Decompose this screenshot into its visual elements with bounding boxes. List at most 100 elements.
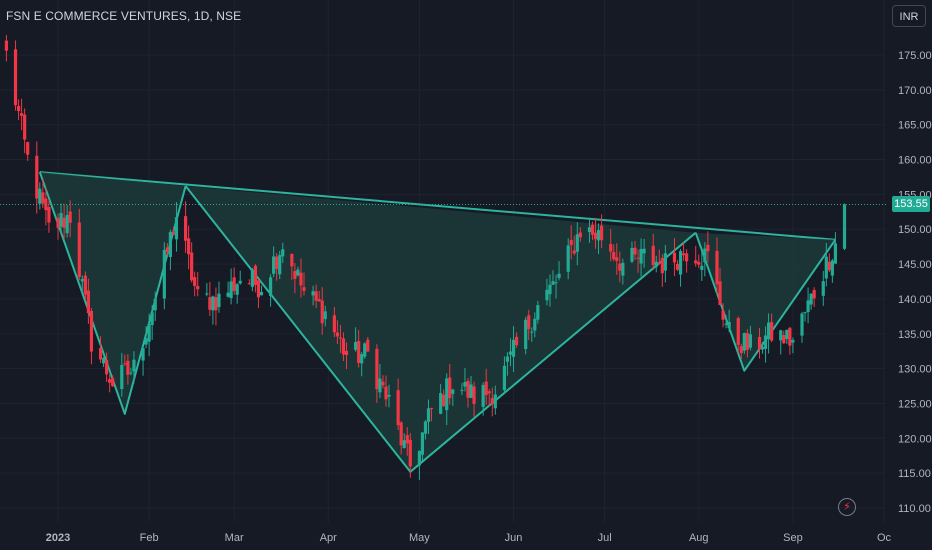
price-axis[interactable]: 175.00170.00165.00160.00155.00150.00145.…	[898, 50, 932, 515]
candle-down	[572, 250, 576, 254]
x-tick-label: Oc	[877, 532, 892, 544]
candle-up	[360, 354, 364, 364]
y-tick-label: 160.00	[898, 155, 932, 167]
candle-down	[338, 337, 343, 339]
candle-down	[706, 244, 710, 252]
candle-down	[788, 327, 792, 346]
candle-up	[493, 394, 497, 409]
candle-down	[232, 277, 236, 291]
x-tick-label: Jun	[505, 532, 523, 544]
candle-up	[387, 394, 391, 397]
candle-down	[681, 253, 686, 256]
candle-up	[767, 322, 771, 340]
x-tick-label: Apr	[320, 532, 337, 544]
y-tick-label: 175.00	[898, 50, 932, 62]
candle-down	[193, 277, 197, 286]
candle-up	[551, 281, 555, 285]
candle-down	[484, 381, 488, 396]
candle-down	[675, 263, 680, 270]
candle-up	[378, 378, 382, 393]
candle-down	[16, 105, 21, 112]
candle-up	[700, 265, 704, 270]
y-tick-label: 115.00	[898, 468, 931, 480]
candle-down	[98, 347, 103, 360]
candle-down	[190, 252, 194, 281]
candle-up	[724, 323, 728, 325]
candle-down	[111, 378, 115, 387]
candle-down	[405, 434, 409, 444]
y-tick-label: 150.00	[898, 224, 932, 236]
candle-up	[281, 249, 285, 257]
candle-up	[132, 359, 136, 372]
candle-down	[62, 217, 66, 228]
candle-up	[833, 243, 838, 264]
neckline-line	[39, 171, 836, 241]
candle-down	[26, 142, 30, 155]
candle-up	[211, 296, 215, 311]
candle-up	[445, 378, 449, 411]
candle-down	[302, 287, 306, 291]
candle-down	[83, 275, 87, 295]
candle-up	[174, 217, 179, 240]
candle-down	[381, 381, 385, 386]
right-shoulder-fill	[695, 232, 836, 371]
candle-down	[694, 260, 698, 264]
candle-down	[105, 359, 109, 375]
candle-up	[505, 356, 510, 362]
candle-up	[703, 248, 707, 263]
right-shoulder-line	[694, 232, 837, 372]
candle-down	[527, 315, 531, 330]
candle-up	[451, 389, 455, 394]
candle-down	[599, 225, 604, 241]
candle-up	[763, 335, 768, 350]
candle-up	[426, 408, 431, 422]
candle-down	[782, 335, 786, 344]
candle-up	[791, 340, 795, 343]
candle-down	[320, 300, 324, 324]
candle-down	[770, 322, 774, 341]
candle-down	[812, 289, 816, 299]
candle-down	[275, 256, 279, 269]
candle-down	[745, 333, 749, 350]
candle-down	[651, 245, 655, 266]
candle-up	[150, 312, 154, 325]
time-axis[interactable]: 2023 Feb Mar Apr May Jun Jul Aug Sep Oc	[46, 532, 892, 544]
candle-down	[293, 271, 297, 279]
candle-up	[809, 293, 813, 305]
currency-button[interactable]: INR	[892, 5, 926, 27]
candle-up	[162, 249, 166, 299]
y-tick-label: 120.00	[898, 433, 932, 445]
candle-down	[429, 407, 434, 409]
candle-down	[660, 257, 664, 274]
candle-up	[639, 249, 643, 264]
candle-up	[38, 188, 42, 204]
candle-down	[615, 257, 619, 261]
candle-down	[123, 363, 127, 365]
candle-up	[217, 293, 221, 308]
candle-up	[524, 319, 528, 349]
candle-down	[183, 216, 188, 241]
candle-up	[238, 280, 242, 284]
candle-up	[269, 277, 273, 296]
candle-down	[612, 252, 616, 260]
candle-up	[727, 321, 731, 328]
candle-up	[511, 339, 516, 357]
candle-up	[144, 338, 148, 345]
candle-up	[824, 256, 828, 279]
candle-down	[19, 113, 24, 116]
lightning-icon[interactable]: ⚡︎	[838, 498, 856, 516]
candle-down	[23, 114, 27, 140]
candle-down	[208, 297, 212, 310]
candle-up	[842, 204, 847, 249]
candle-up	[748, 334, 752, 348]
candle-down	[757, 336, 762, 350]
candle-down	[408, 439, 412, 467]
candle-up	[101, 358, 106, 364]
candle-down	[77, 222, 81, 278]
candle-up	[153, 298, 157, 311]
candle-up	[278, 255, 282, 275]
candle-down	[569, 239, 573, 246]
pattern-drawings[interactable]	[38, 171, 837, 473]
candle-down	[715, 250, 719, 285]
